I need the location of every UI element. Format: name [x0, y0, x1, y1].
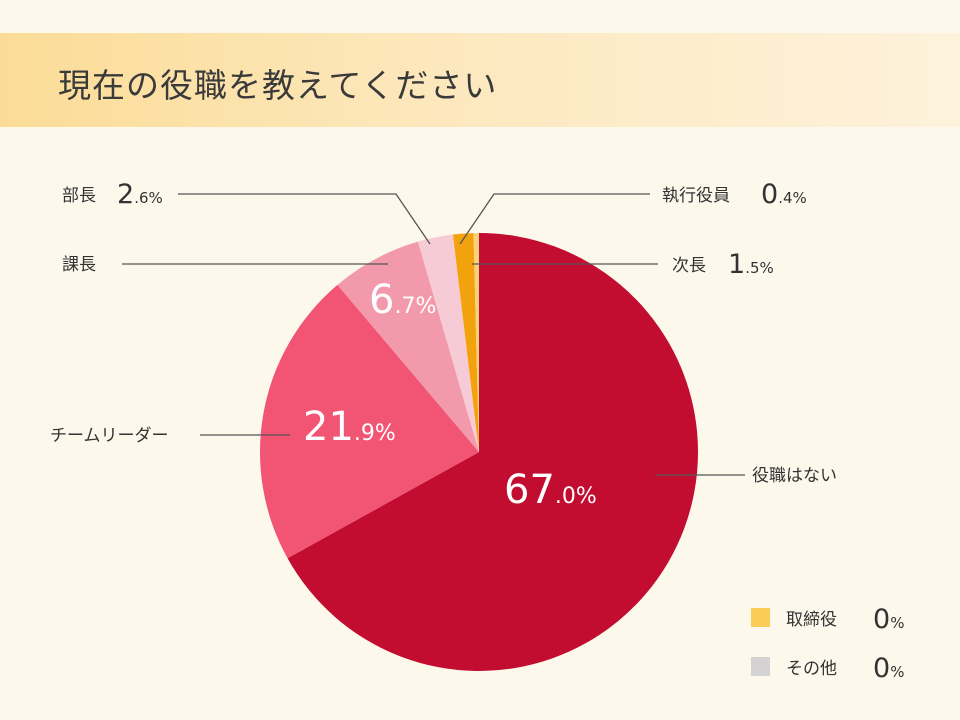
slice-pct-5: 0.4%	[761, 179, 807, 210]
slice-pct-2: 6.7%	[369, 277, 436, 323]
slice-label-4: 次長	[672, 256, 706, 276]
leader-line-5	[459, 193, 650, 245]
pie-slice-1	[260, 284, 479, 559]
pie-slice-4	[452, 233, 479, 452]
legend-label-1: その他	[786, 659, 837, 679]
slice-label-1: チームリーダー	[50, 426, 169, 446]
pie-slice-0	[287, 233, 699, 672]
legend-label-0: 取締役	[786, 610, 837, 630]
pie-slice-3	[417, 234, 479, 452]
legend-value-0: 0%	[873, 604, 904, 635]
slice-label-2: 課長	[62, 255, 96, 275]
slice-pct-1: 21.9%	[303, 404, 396, 450]
chart-title: 現在の役職を教えてください	[58, 66, 498, 105]
pie-slice-2	[337, 241, 479, 452]
slice-pct-4: 1.5%	[728, 249, 774, 280]
slice-label-3: 部長	[62, 186, 96, 206]
title-band: 現在の役職を教えてください	[0, 33, 960, 127]
slice-pct-0: 67.0%	[504, 467, 597, 513]
slice-label-0: 役職はない	[752, 466, 837, 486]
legend-value-1: 0%	[873, 653, 904, 684]
slice-label-5: 執行役員	[662, 186, 730, 206]
legend-swatch-1	[751, 657, 770, 676]
legend-swatch-0	[751, 608, 770, 627]
slice-pct-3: 2.6%	[117, 179, 163, 210]
leader-line-3	[178, 193, 431, 245]
pie-slice-5	[473, 233, 479, 452]
